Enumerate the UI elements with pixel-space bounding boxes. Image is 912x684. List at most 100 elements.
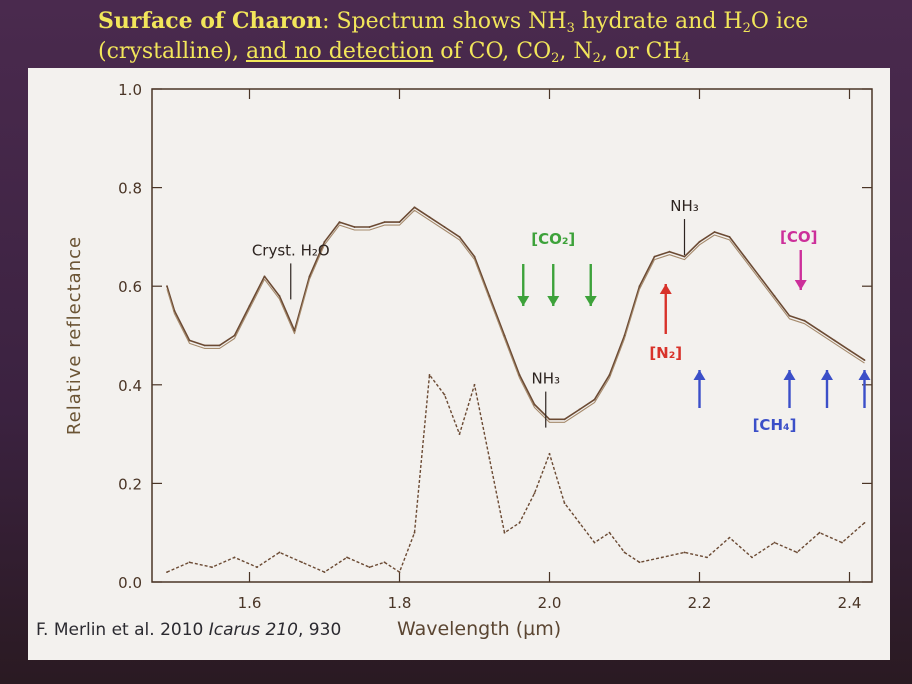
dashed-spectrum-point <box>796 551 798 554</box>
band-annotation-label: Cryst. H₂O <box>252 241 330 259</box>
dashed-spectrum-point <box>413 531 416 534</box>
dashed-spectrum-point <box>593 541 596 544</box>
dashed-spectrum-point <box>518 521 521 524</box>
solid-spectrum-point <box>818 329 821 332</box>
dashed-spectrum-point <box>533 492 536 495</box>
dashed-spectrum-point <box>661 556 663 559</box>
dashed-spectrum-point <box>488 457 491 460</box>
n2-arrow-head <box>659 284 672 294</box>
solid-spectrum-point <box>773 295 776 297</box>
dashed-spectrum-line <box>166 374 865 573</box>
dashed-spectrum-point <box>166 571 168 574</box>
solid-spectrum-point <box>698 240 701 243</box>
dashed-spectrum-point <box>383 561 386 564</box>
solid-spectrum-point <box>713 231 716 233</box>
solid-spectrum-point <box>188 339 191 342</box>
dashed-spectrum-point <box>233 556 236 559</box>
dashed-spectrum-point <box>578 521 581 524</box>
dashed-spectrum-point <box>368 566 371 569</box>
ch4-arrow-head <box>821 370 833 380</box>
n2-label: [N₂] <box>649 344 682 362</box>
x-tick-label: 2.2 <box>688 594 712 612</box>
co2-arrow-head <box>517 296 530 306</box>
title-part: hydrate and H <box>574 9 743 34</box>
title-sub: 2 <box>592 51 601 66</box>
title-part: O ice <box>750 9 809 34</box>
solid-spectrum-point <box>413 206 416 209</box>
title-sub: 3 <box>566 21 575 36</box>
dashed-spectrum-point <box>608 531 611 534</box>
citation-page: , 930 <box>298 620 342 640</box>
dashed-spectrum-point <box>683 551 686 554</box>
solid-spectrum-point <box>233 334 236 337</box>
dashed-spectrum-point <box>346 556 348 559</box>
solid-spectrum-point <box>863 359 866 362</box>
solid-spectrum-point <box>593 398 596 401</box>
solid-spectrum-point <box>548 418 551 421</box>
solid-spectrum-point <box>518 374 521 376</box>
dashed-spectrum-point <box>211 566 213 569</box>
slide-title: Surface of Charon: Spectrum shows NH3 hy… <box>98 6 898 67</box>
solid-spectrum-point <box>458 236 461 238</box>
solid-spectrum-point <box>293 329 296 332</box>
co2-label: [CO₂] <box>531 230 575 248</box>
dashed-spectrum-point <box>751 556 753 559</box>
dashed-spectrum-point <box>623 551 626 554</box>
solid-spectrum-point <box>398 221 401 224</box>
solid-spectrum-point <box>728 236 731 238</box>
ch4-arrow-head <box>783 370 796 380</box>
title-part: (crystalline), <box>98 39 246 64</box>
title-sub: 2 <box>551 51 560 66</box>
solid-spectrum-point <box>668 250 671 253</box>
title-part: of CO, CO <box>433 39 552 64</box>
y-tick-label: 0.6 <box>118 278 142 296</box>
x-tick-label: 2.0 <box>538 594 562 612</box>
co-arrow-head <box>794 280 807 290</box>
solid-spectrum-point <box>323 240 326 243</box>
solid-spectrum-point <box>578 408 581 411</box>
solid-spectrum-point <box>623 334 626 337</box>
dashed-spectrum-point <box>278 551 281 554</box>
solid-spectrum-point <box>203 344 206 347</box>
dashed-spectrum-point <box>818 531 821 534</box>
ch4-arrow-head <box>858 370 871 380</box>
dashed-spectrum-point <box>728 536 731 539</box>
dashed-spectrum-point <box>773 541 776 544</box>
solid-spectrum-point <box>338 221 341 224</box>
solid-spectrum-point <box>368 226 371 228</box>
y-tick-label: 1.0 <box>118 81 142 99</box>
y-axis-label: Relative reflectance <box>64 236 85 435</box>
band-annotation-label: NH₃ <box>670 197 699 215</box>
title-sub: 2 <box>742 21 751 36</box>
ch4-label: [CH₄] <box>753 416 797 434</box>
solid-spectrum-point <box>308 275 311 278</box>
solid-spectrum-point <box>743 255 746 258</box>
x-tick-label: 1.8 <box>388 594 412 612</box>
solid-spectrum-point <box>638 285 641 288</box>
dashed-spectrum-point <box>323 571 326 574</box>
dashed-spectrum-point <box>458 433 461 435</box>
solid-spectrum-point <box>248 305 251 307</box>
co-label: [CO] <box>780 228 817 246</box>
title-underlined: and no detection <box>245 39 434 64</box>
solid-spectrum-point <box>166 285 168 288</box>
solid-spectrum-point <box>788 314 791 317</box>
solid-spectrum-point <box>443 226 446 228</box>
dashed-spectrum-point <box>638 561 641 564</box>
y-tick-label: 0.0 <box>118 574 142 592</box>
co2-arrow-head <box>547 296 560 306</box>
solid-spectrum-point <box>488 295 491 297</box>
dashed-spectrum-point <box>443 393 446 396</box>
x-tick-label: 2.4 <box>838 594 862 612</box>
solid-spectrum-point <box>683 255 686 258</box>
chart-panel <box>28 68 890 660</box>
dashed-spectrum-point <box>428 374 431 376</box>
citation-journal: Icarus 210 <box>208 620 298 640</box>
solid-spectrum-point <box>608 374 611 376</box>
dashed-spectrum-point <box>188 561 191 564</box>
solid-spectrum-point <box>848 349 851 352</box>
solid-spectrum-point <box>218 344 221 347</box>
band-annotation-label: NH₃ <box>531 370 560 388</box>
solid-spectrum-point <box>758 275 761 278</box>
